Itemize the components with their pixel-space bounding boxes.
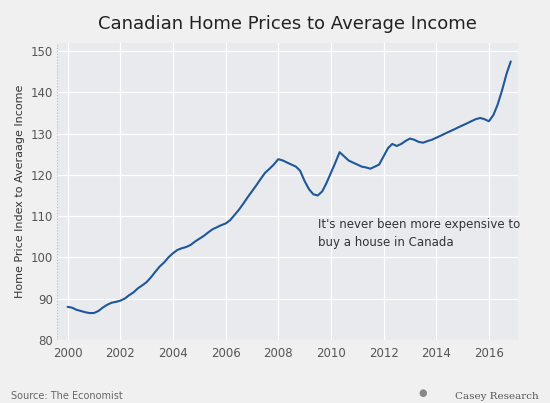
Text: Source: The Economist: Source: The Economist: [11, 391, 123, 401]
Y-axis label: Home Price Index to Averaage Income: Home Price Index to Averaage Income: [15, 85, 25, 298]
Title: Canadian Home Prices to Average Income: Canadian Home Prices to Average Income: [98, 15, 477, 33]
Text: Casey Research: Casey Research: [455, 392, 539, 401]
Text: It's never been more expensive to
buy a house in Canada: It's never been more expensive to buy a …: [318, 218, 520, 249]
Text: ●: ●: [418, 388, 426, 398]
